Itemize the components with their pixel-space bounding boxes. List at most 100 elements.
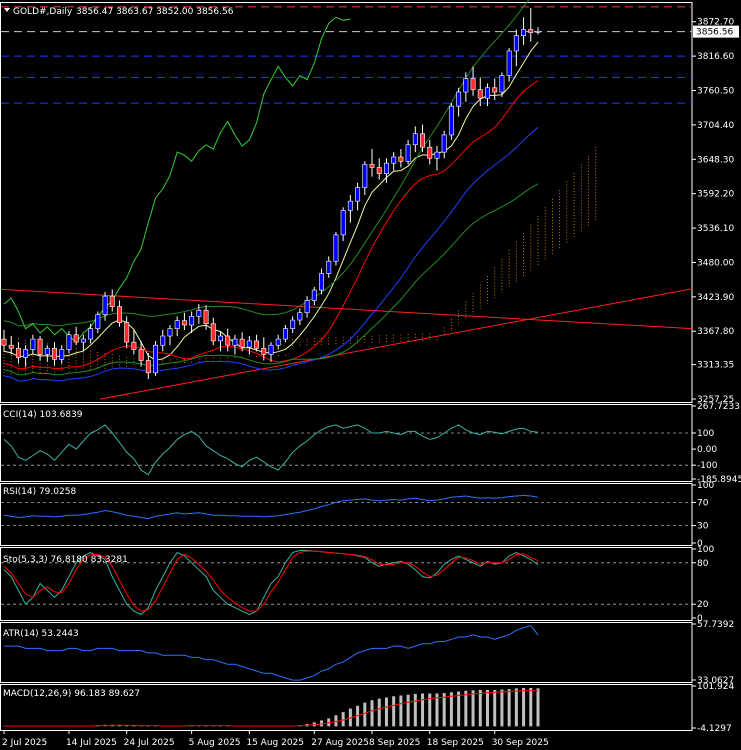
candle (131, 329, 137, 355)
x-tick-label: 24 Jul 2025 (124, 738, 175, 748)
candle (80, 334, 86, 352)
candle (485, 83, 490, 107)
cci-title: CCI(14) 103.6839 (3, 410, 83, 420)
price-tick-label: 3704.40 (697, 121, 734, 131)
candle-body (23, 349, 29, 358)
macd-bar (507, 689, 511, 727)
candle (499, 72, 505, 97)
candle (189, 311, 195, 333)
candle-body (448, 105, 454, 136)
candle-body (109, 295, 115, 307)
candle (102, 291, 108, 321)
candle (456, 87, 462, 117)
ma-slow-line (3, 126, 539, 382)
x-tick-label: 15 Aug 2025 (246, 738, 304, 748)
candle-body (398, 156, 404, 162)
candle (412, 126, 418, 153)
cci-tick-label: 0.00 (697, 445, 717, 455)
candle-body (412, 133, 418, 146)
macd-bar (399, 695, 403, 727)
candle-body (189, 316, 195, 326)
price-tick-label: 3648.30 (697, 155, 734, 165)
candle-body (131, 341, 137, 350)
candle-body (138, 349, 144, 361)
macd-tick-label: -4.1297 (697, 724, 732, 734)
price-tick-label: 3872.70 (697, 18, 734, 28)
candle-body (297, 312, 303, 321)
candle-body (210, 323, 216, 342)
price-tick-label: 3760.50 (697, 87, 734, 97)
candle-body (167, 328, 173, 337)
macd-tick-label: 101.924 (697, 682, 734, 692)
candle-body (304, 300, 310, 314)
candle-body (232, 338, 238, 346)
candle-body (485, 87, 490, 99)
candle-body (225, 335, 231, 346)
rsi-frame (0, 483, 693, 546)
candle-body (362, 164, 368, 188)
macd-bar (428, 693, 432, 727)
candle (477, 77, 483, 107)
candle-body (391, 156, 397, 164)
candle (44, 345, 50, 362)
candle (528, 8, 534, 42)
price-panel-frame (0, 2, 693, 403)
candle-body (246, 340, 252, 348)
candle-body (528, 29, 534, 33)
candle-body (44, 347, 50, 355)
candle-body (434, 151, 440, 159)
candle (383, 158, 389, 183)
candle (160, 329, 166, 352)
trendline-upper (0, 288, 693, 330)
candle (376, 158, 382, 180)
candle (232, 334, 238, 355)
macd-bar (536, 688, 540, 727)
candle-body (333, 234, 339, 262)
macd-frame (0, 684, 693, 731)
candle-body (290, 319, 296, 329)
dropdown-triangle-icon[interactable] (4, 8, 10, 12)
candle (261, 337, 267, 361)
price-tick-label: 3536.10 (697, 224, 734, 234)
candle (463, 72, 469, 102)
macd-bar (435, 693, 439, 727)
candle (290, 316, 296, 333)
macd-bar (442, 693, 446, 727)
candle (181, 312, 187, 330)
candle-body (470, 78, 476, 90)
candle-body (369, 164, 375, 168)
candle (434, 145, 440, 171)
macd-bar (370, 700, 374, 727)
x-tick-label: 27 Aug 2025 (311, 738, 369, 748)
candle-body (174, 320, 180, 329)
candle-body (477, 89, 483, 99)
candle-body (15, 347, 21, 358)
atr-tick-label: 33.0627 (697, 676, 734, 686)
candle (145, 353, 151, 379)
macd-bar (514, 688, 518, 727)
sto-tick-label: 80 (697, 559, 709, 569)
x-tick-label: 18 Sep 2025 (427, 738, 484, 748)
candle-body (326, 260, 332, 274)
candle-body (239, 338, 245, 348)
candle (210, 317, 216, 346)
candle-body (441, 134, 447, 153)
candle-body (218, 335, 223, 342)
candle-body (275, 338, 281, 346)
price-panel: 3872.70 3816.60 3760.50 3704.40 3648.30 3592.… (0, 0, 739, 405)
macd-bar (406, 694, 410, 727)
candle (167, 324, 173, 346)
candle-body (254, 340, 260, 349)
macd-bar (320, 720, 324, 727)
price-tick-label: 3480.00 (697, 258, 734, 268)
sto-title: Sto(5,3,3) 76.8180 83.3281 (3, 555, 128, 565)
candle-body (181, 320, 187, 326)
candle-body (30, 338, 36, 350)
candle (246, 336, 252, 355)
candle-body (73, 334, 79, 343)
candle (30, 334, 36, 355)
candle (362, 161, 368, 196)
cci-tick-label: 267.7233 (697, 402, 740, 412)
candle (521, 17, 527, 45)
sto-tick-label: 20 (697, 600, 709, 610)
